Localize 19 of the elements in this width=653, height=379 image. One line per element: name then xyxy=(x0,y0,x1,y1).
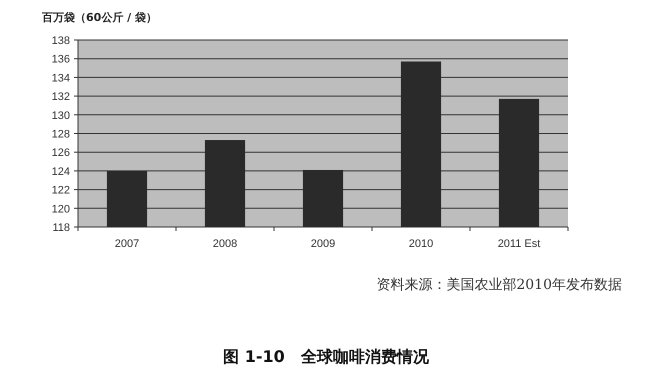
x-tick-label: 2007 xyxy=(114,238,140,250)
x-tick-label: 2009 xyxy=(310,238,336,250)
y-tick-label: 126 xyxy=(52,147,70,160)
y-tick-label: 120 xyxy=(52,203,70,216)
x-tick-label: 2011 Est xyxy=(498,238,540,250)
y-tick-label: 136 xyxy=(52,54,70,66)
y-tick-label: 132 xyxy=(52,91,70,104)
y-tick-label: 138 xyxy=(52,35,70,47)
y-tick-label: 130 xyxy=(52,110,70,122)
x-tick-label: 2010 xyxy=(408,238,434,250)
y-axis-title: 百万袋（60公斤 / 袋） xyxy=(41,11,157,24)
y-tick-label: 134 xyxy=(52,72,70,84)
y-tick-label: 128 xyxy=(52,128,70,140)
text: 资料来源：美国农业部2010年发布数据 xyxy=(376,277,622,293)
y-tick-label: 124 xyxy=(52,166,70,178)
y-tick-label: 118 xyxy=(52,222,70,234)
y-tick-label: 122 xyxy=(52,184,70,197)
text: 图 1-10 全球咖啡消费情况 xyxy=(223,347,430,366)
x-tick-label: 2008 xyxy=(212,238,238,250)
